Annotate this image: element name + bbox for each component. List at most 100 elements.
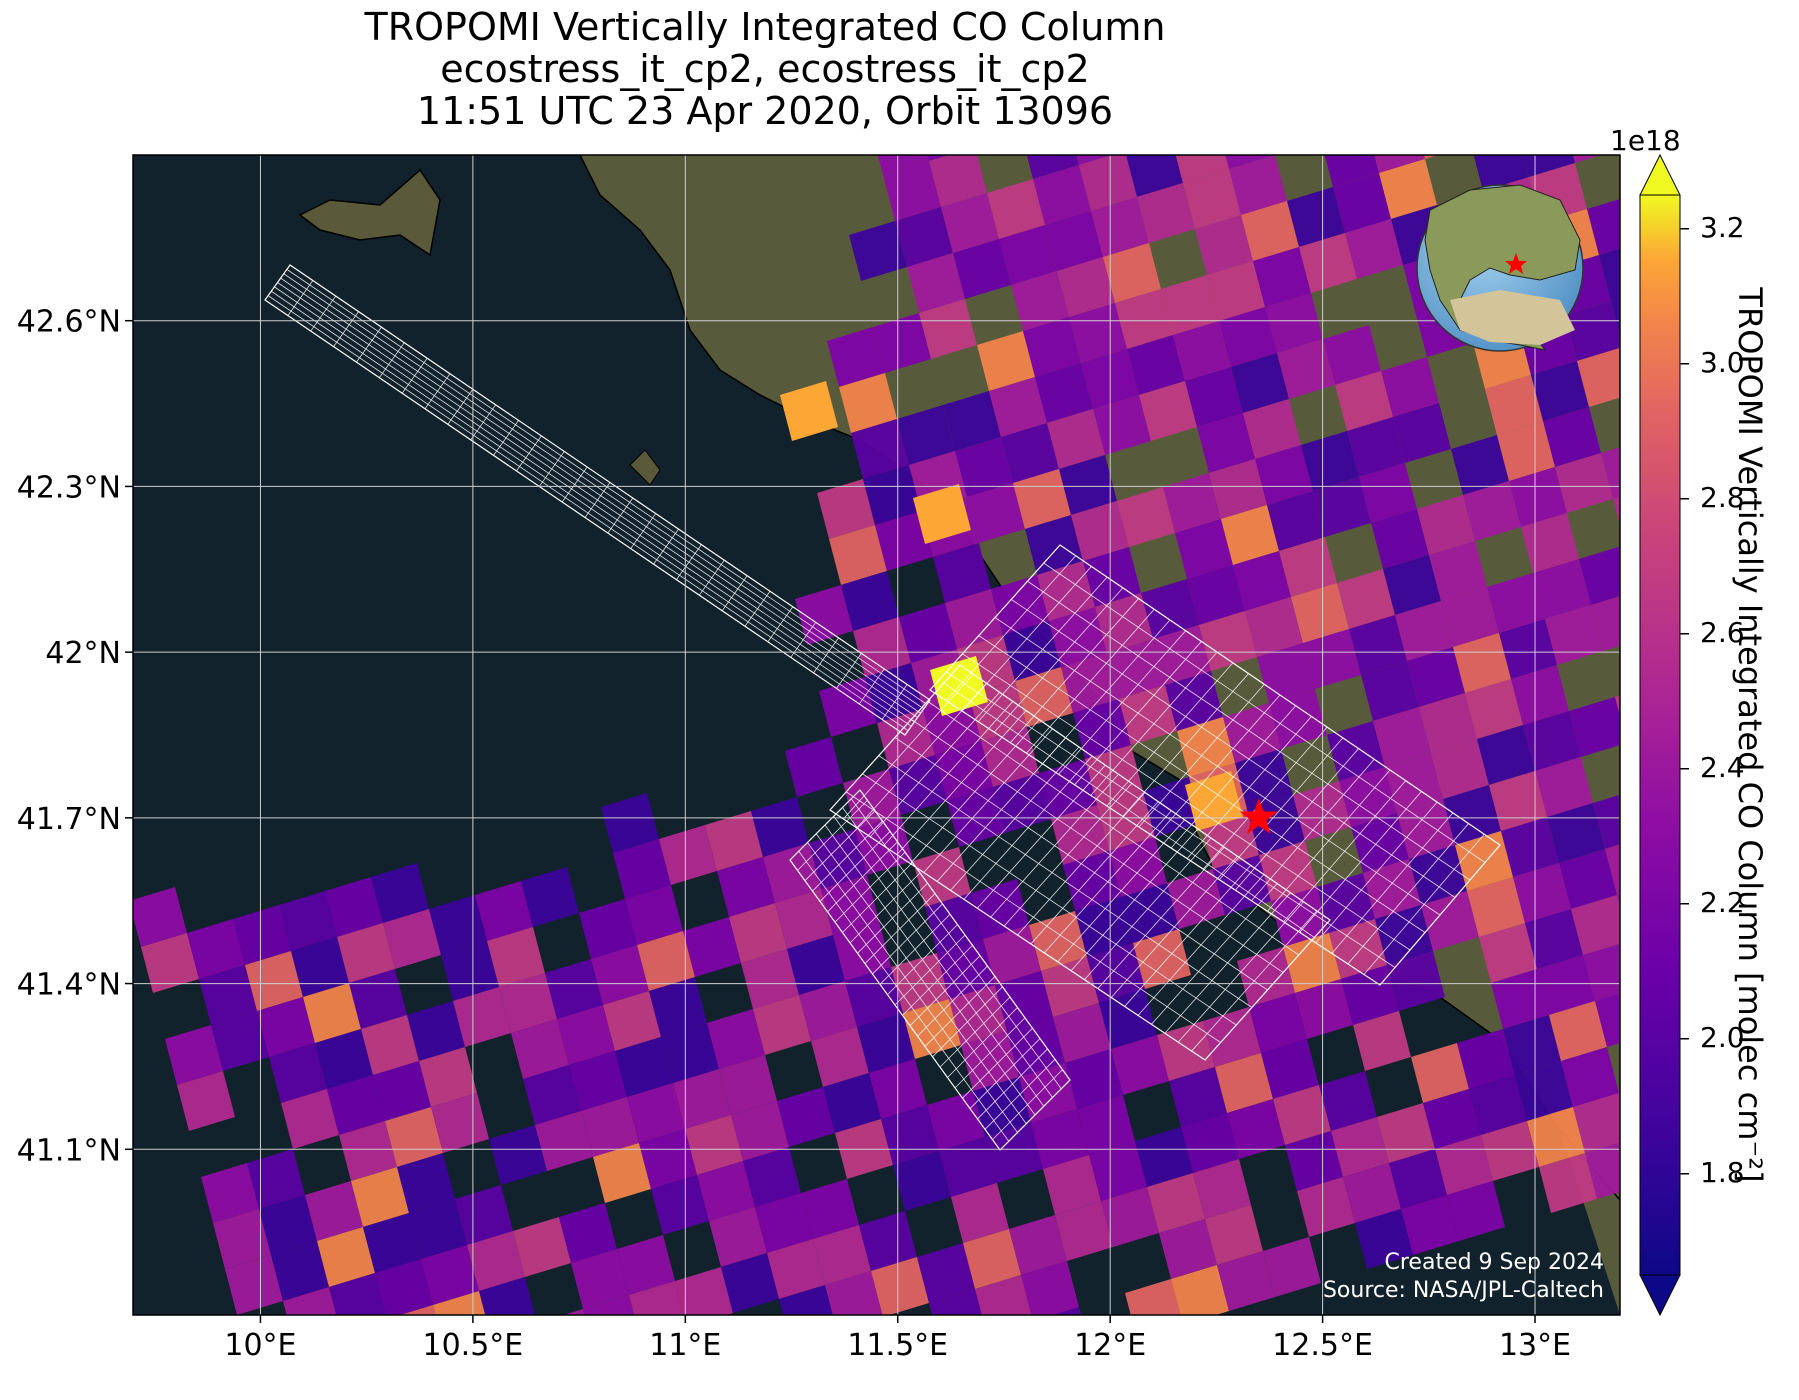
co-pixel: [845, 967, 903, 1027]
co-pixel: [1243, 399, 1301, 459]
co-pixel: [1121, 883, 1179, 943]
co-pixel: [707, 1009, 765, 1069]
co-pixel: [1181, 1113, 1239, 1173]
co-pixel: [1079, 155, 1137, 211]
co-pixel: [987, 1321, 1045, 1381]
co-pixel: [1259, 841, 1317, 901]
co-pixel: [165, 1025, 223, 1085]
footprint-alongline: [815, 833, 1027, 1124]
footprint-alongline: [280, 277, 921, 714]
co-pixel: [1613, 496, 1620, 526]
co-pixel: [1301, 431, 1359, 491]
co-pixel: [1429, 541, 1487, 601]
co-pixel: [791, 1331, 849, 1391]
co-pixel: [1583, 943, 1620, 1001]
co-pixel: [871, 1257, 929, 1315]
co-pixel: [1069, 303, 1127, 363]
co-pixel: [1485, 375, 1543, 435]
co-pixel: [1359, 463, 1417, 523]
co-pixel: [1055, 1201, 1113, 1261]
co-pixel: [1561, 1047, 1619, 1107]
co-pixel: [1241, 201, 1299, 261]
co-pixel-high: [913, 484, 971, 544]
co-pixel: [743, 1147, 801, 1207]
co-pixel: [1001, 423, 1059, 483]
co-pixel: [821, 875, 879, 935]
co-pixel: [1435, 1135, 1493, 1195]
co-pixel: [613, 839, 671, 899]
co-pixel: [1101, 1187, 1159, 1247]
co-pixel: [409, 1199, 467, 1259]
co-pixel: [1409, 845, 1467, 905]
co-pixel: [1411, 1043, 1469, 1103]
co-pixel: [967, 483, 1025, 543]
co-pixel: [1353, 1011, 1411, 1071]
footprint-alongline: [894, 737, 1268, 991]
co-pixel: [1533, 559, 1591, 619]
footprint-alongline: [978, 635, 1426, 933]
co-pixel: [433, 1291, 486, 1315]
co-pixel: [1041, 957, 1099, 1017]
co-pixel: [1026, 155, 1079, 179]
co-pixel: [1503, 1015, 1561, 1075]
co-pixel: [939, 1137, 997, 1197]
footprint-alongline: [846, 791, 1221, 1043]
co-pixel: [489, 1125, 547, 1185]
co-pixel: [1071, 501, 1129, 561]
co-pixel: [1217, 1251, 1275, 1311]
co-pixel: [1431, 739, 1489, 799]
co-pixel: [1573, 1093, 1620, 1153]
lon-tick-label: 11.5°E: [847, 1328, 948, 1363]
co-pixel: [487, 927, 545, 987]
co-pixel: [1515, 1061, 1573, 1121]
co-pixel: [271, 1241, 329, 1301]
co-pixel: [1269, 689, 1327, 749]
footprint-alongline: [946, 671, 1396, 968]
globe-star-marker: [1505, 253, 1527, 274]
co-pixel: [1043, 1155, 1101, 1215]
co-pixel: [661, 1023, 719, 1083]
co-pixel: [1219, 307, 1277, 367]
co-pixel: [927, 1091, 985, 1151]
co-pixel: [945, 589, 1003, 649]
co-pixel: [963, 1229, 1021, 1289]
co-pixel: [955, 437, 1013, 497]
co-pixel: [1605, 844, 1620, 895]
co-pixel: [1009, 1215, 1067, 1275]
co-pixel: [977, 331, 1035, 391]
co-pixel: [1103, 243, 1161, 303]
footprint-alongline: [807, 842, 1018, 1133]
co-pixel: [579, 899, 637, 959]
co-pixel: [1165, 671, 1223, 731]
co-pixel: [1267, 491, 1325, 551]
lat-tick-label: 41.1°N: [17, 1133, 121, 1168]
co-pixel: [777, 1087, 835, 1147]
lat-tick-label: 42.6°N: [17, 305, 121, 340]
co-pixel: [233, 905, 291, 965]
co-pixel: [513, 1217, 571, 1277]
colorbar-tick-label: 3.0: [1700, 345, 1745, 379]
co-pixel: [1501, 817, 1559, 877]
co-pixel: [987, 179, 1045, 239]
co-pixel: [1535, 757, 1593, 817]
co-pixel: [865, 663, 923, 723]
co-pixel: [201, 1163, 259, 1223]
co-pixel: [629, 1281, 684, 1315]
co-pixel: [1523, 711, 1581, 771]
co-pixel: [1193, 1159, 1251, 1219]
co-pixel: [1045, 211, 1103, 271]
co-pixel: [873, 313, 931, 373]
co-pixel: [1177, 717, 1235, 777]
co-pixel: [595, 1341, 653, 1400]
co-pixel: [1185, 367, 1243, 427]
colorbar-tick-label: 2.2: [1700, 885, 1745, 919]
co-pixel: [479, 1277, 535, 1315]
co-pixel: [1385, 753, 1443, 813]
co-pixel: [795, 585, 853, 645]
co-pixel: [1593, 794, 1620, 849]
co-pixel: [1379, 159, 1437, 219]
co-pixel: [717, 857, 775, 917]
colorbar-tick-label: 2.6: [1700, 615, 1745, 649]
lon-tick-label: 12.5°E: [1272, 1328, 1373, 1363]
